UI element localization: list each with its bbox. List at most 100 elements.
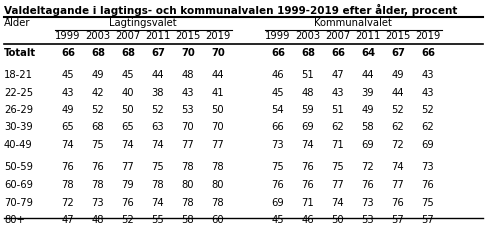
Text: 43: 43	[421, 88, 433, 98]
Text: 55: 55	[151, 215, 164, 225]
Text: 70-79: 70-79	[4, 198, 33, 207]
Text: 41: 41	[211, 88, 224, 98]
Text: 49: 49	[92, 70, 104, 80]
Text: 54: 54	[271, 105, 284, 115]
Text: 76: 76	[421, 180, 433, 190]
Text: 80: 80	[182, 180, 194, 190]
Text: 22-25: 22-25	[4, 88, 33, 98]
Text: 42: 42	[92, 88, 104, 98]
Text: 45: 45	[271, 88, 284, 98]
Text: 45: 45	[122, 70, 134, 80]
Text: 66: 66	[61, 48, 75, 58]
Text: 72: 72	[61, 198, 74, 207]
Text: 47: 47	[331, 70, 344, 80]
Text: 2011: 2011	[355, 31, 380, 41]
Text: 78: 78	[61, 180, 74, 190]
Text: 45: 45	[271, 215, 284, 225]
Text: 40: 40	[122, 88, 134, 98]
Text: 43: 43	[421, 70, 433, 80]
Text: 73: 73	[271, 140, 284, 150]
Text: 2007: 2007	[115, 31, 141, 41]
Text: 74: 74	[61, 140, 74, 150]
Text: 68: 68	[91, 48, 105, 58]
Text: 68: 68	[121, 48, 135, 58]
Text: 50: 50	[331, 215, 344, 225]
Text: 74: 74	[391, 162, 404, 172]
Text: 50-59: 50-59	[4, 162, 33, 172]
Text: 72: 72	[361, 162, 374, 172]
Text: 59: 59	[301, 105, 314, 115]
Text: 57: 57	[421, 215, 433, 225]
Text: 49: 49	[361, 105, 373, 115]
Text: 49: 49	[61, 105, 74, 115]
Text: 67: 67	[390, 48, 404, 58]
Text: 38: 38	[151, 88, 164, 98]
Text: 76: 76	[361, 180, 374, 190]
Text: 76: 76	[61, 162, 74, 172]
Text: 50: 50	[211, 105, 224, 115]
Text: 49: 49	[391, 70, 404, 80]
Text: 52: 52	[151, 105, 164, 115]
Text: 68: 68	[92, 122, 104, 132]
Text: 2011: 2011	[145, 31, 170, 41]
Text: 69: 69	[271, 198, 284, 207]
Text: 75: 75	[421, 198, 433, 207]
Text: 2015: 2015	[385, 31, 410, 41]
Text: 52: 52	[91, 105, 104, 115]
Text: 18-21: 18-21	[4, 70, 33, 80]
Text: 69: 69	[361, 140, 374, 150]
Text: 50: 50	[122, 105, 134, 115]
Text: 67: 67	[151, 48, 164, 58]
Text: 46: 46	[271, 70, 284, 80]
Text: 60-69: 60-69	[4, 180, 33, 190]
Text: 72: 72	[391, 140, 404, 150]
Text: 64: 64	[360, 48, 374, 58]
Text: 2019: 2019	[414, 31, 440, 41]
Text: 57: 57	[391, 215, 404, 225]
Text: 47: 47	[61, 215, 74, 225]
Text: 77: 77	[211, 140, 224, 150]
Text: 78: 78	[151, 180, 164, 190]
Text: 51: 51	[301, 70, 314, 80]
Text: 26-29: 26-29	[4, 105, 33, 115]
Text: 30-39: 30-39	[4, 122, 33, 132]
Text: 66: 66	[271, 122, 284, 132]
Text: 78: 78	[92, 180, 104, 190]
Text: 78: 78	[211, 162, 224, 172]
Text: 2007: 2007	[325, 31, 350, 41]
Text: 74: 74	[122, 140, 134, 150]
Text: 2003: 2003	[85, 31, 110, 41]
Text: 74: 74	[151, 140, 164, 150]
Text: 71: 71	[331, 140, 344, 150]
Text: 1999: 1999	[264, 31, 290, 41]
Text: 65: 65	[61, 122, 74, 132]
Text: 52: 52	[421, 105, 433, 115]
Text: 51: 51	[331, 105, 344, 115]
Text: 78: 78	[182, 162, 194, 172]
Text: 43: 43	[182, 88, 194, 98]
Text: 48: 48	[182, 70, 194, 80]
Text: 44: 44	[361, 70, 373, 80]
Text: 62: 62	[331, 122, 344, 132]
Text: 66: 66	[330, 48, 345, 58]
Text: 2003: 2003	[295, 31, 320, 41]
Text: 76: 76	[301, 162, 314, 172]
Text: 70: 70	[182, 122, 194, 132]
Text: 39: 39	[361, 88, 373, 98]
Text: 74: 74	[331, 198, 344, 207]
Text: 70: 70	[211, 48, 224, 58]
Text: 46: 46	[301, 215, 314, 225]
Text: 75: 75	[271, 162, 284, 172]
Text: 58: 58	[182, 215, 194, 225]
Text: 53: 53	[182, 105, 194, 115]
Text: 73: 73	[421, 162, 433, 172]
Text: 73: 73	[361, 198, 373, 207]
Text: 1999: 1999	[55, 31, 81, 41]
Text: 77: 77	[331, 180, 344, 190]
Text: 76: 76	[122, 198, 134, 207]
Text: 76: 76	[91, 162, 104, 172]
Text: 2015: 2015	[175, 31, 200, 41]
Text: 40-49: 40-49	[4, 140, 33, 150]
Text: 43: 43	[61, 88, 74, 98]
Text: 77: 77	[391, 180, 404, 190]
